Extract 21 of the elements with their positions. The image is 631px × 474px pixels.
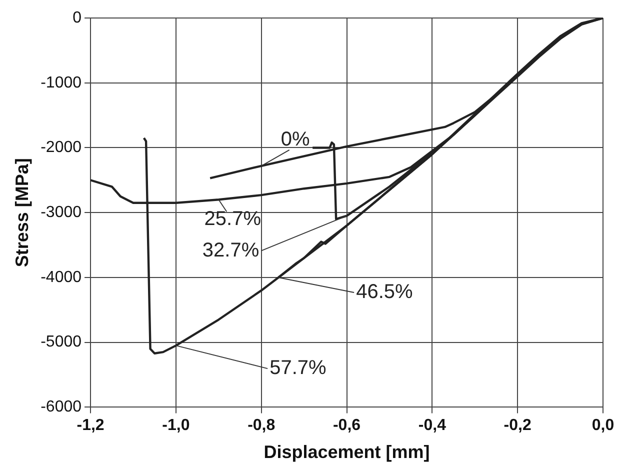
y-tick-label: 0: [72, 9, 82, 26]
y-tick-label: -4000: [40, 268, 82, 286]
x-tick-label: -0,8: [248, 417, 276, 434]
y-axis-title: Stress [MPa]: [12, 158, 32, 268]
x-tick-label: -0,6: [332, 417, 361, 434]
text: 32.7%: [202, 239, 260, 262]
series-label: 0%: [280, 128, 310, 150]
y-tick-label: -5000: [40, 334, 82, 351]
text: 46.5%: [356, 280, 413, 303]
x-tick-label: -0,2: [504, 417, 532, 434]
y-tick-label: -3000: [40, 204, 82, 222]
y-tick-label: -2000: [40, 139, 82, 156]
x-tick-label: -0,4: [418, 417, 446, 434]
x-tick-label: -1,0: [162, 417, 190, 434]
x-tick-label: 0,0: [592, 417, 614, 434]
y-tick-label: -6000: [40, 398, 82, 416]
series-label: 25.7%: [204, 208, 262, 230]
y-tick-label: -1000: [40, 74, 82, 92]
x-axis-title: Displacement [mm]: [264, 442, 430, 462]
text: 57.7%: [270, 357, 326, 380]
x-tick-label: -1,2: [76, 417, 104, 434]
